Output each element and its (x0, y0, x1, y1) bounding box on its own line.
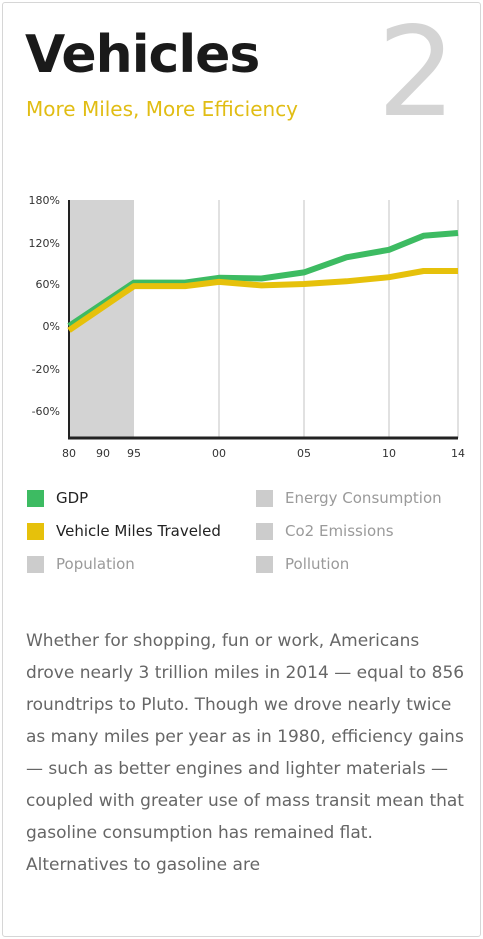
legend-item-population[interactable]: Population (27, 553, 135, 575)
legend-label-gdp: GDP (56, 489, 89, 507)
legend-label-co2-emissions: Co2 Emissions (285, 522, 394, 540)
legend-item-pollution[interactable]: Pollution (256, 553, 349, 575)
legend-item-gdp[interactable]: GDP (27, 487, 88, 509)
legend-swatch-vehicle-miles-traveled (27, 522, 44, 540)
legend-swatch-population (27, 555, 44, 573)
y-tick-label: -20% (32, 363, 60, 376)
legend-item-co2-emissions[interactable]: Co2 Emissions (256, 520, 394, 542)
legend-label-population: Population (56, 555, 135, 573)
legend-item-vehicle-miles-traveled[interactable]: Vehicle Miles Traveled (27, 520, 221, 542)
page-title: Vehicles (25, 25, 260, 85)
series-line-vehicle-miles-traveled (67, 268, 458, 333)
legend-swatch-gdp (27, 489, 44, 507)
y-tick-label: 120% (29, 237, 60, 250)
x-tick-label: 90 (96, 447, 110, 460)
legend-label-pollution: Pollution (285, 555, 350, 573)
legend-swatch-co2-emissions (256, 522, 273, 540)
y-tick-label: 0% (43, 320, 60, 333)
x-tick-label: 14 (451, 447, 465, 460)
page-subtitle: More Miles, More Efficiency (26, 97, 299, 121)
line-chart: 180% 120% 60% 0% -20% -60% 80 90 95 00 05 10 14 (29, 194, 465, 460)
x-tick-label: 00 (212, 447, 226, 460)
series-line-gdp (67, 230, 459, 329)
y-tick-label: 180% (29, 194, 60, 207)
x-tick-label: 80 (62, 447, 76, 460)
y-tick-label: 60% (36, 278, 60, 291)
x-tick-label: 95 (127, 447, 141, 460)
section-number: 2 (377, 2, 456, 145)
body-paragraph: Whether for shopping, fun or work, Ameri… (26, 631, 465, 875)
y-tick-label: -60% (32, 405, 60, 418)
legend-item-energy-consumption[interactable]: Energy Consumption (256, 487, 442, 509)
x-tick-label: 05 (297, 447, 311, 460)
legend-swatch-energy-consumption (256, 489, 273, 507)
legend-swatch-pollution (256, 555, 273, 573)
legend-label-energy-consumption: Energy Consumption (285, 489, 442, 507)
x-tick-label: 10 (382, 447, 396, 460)
legend-label-vehicle-miles-traveled: Vehicle Miles Traveled (56, 522, 221, 540)
